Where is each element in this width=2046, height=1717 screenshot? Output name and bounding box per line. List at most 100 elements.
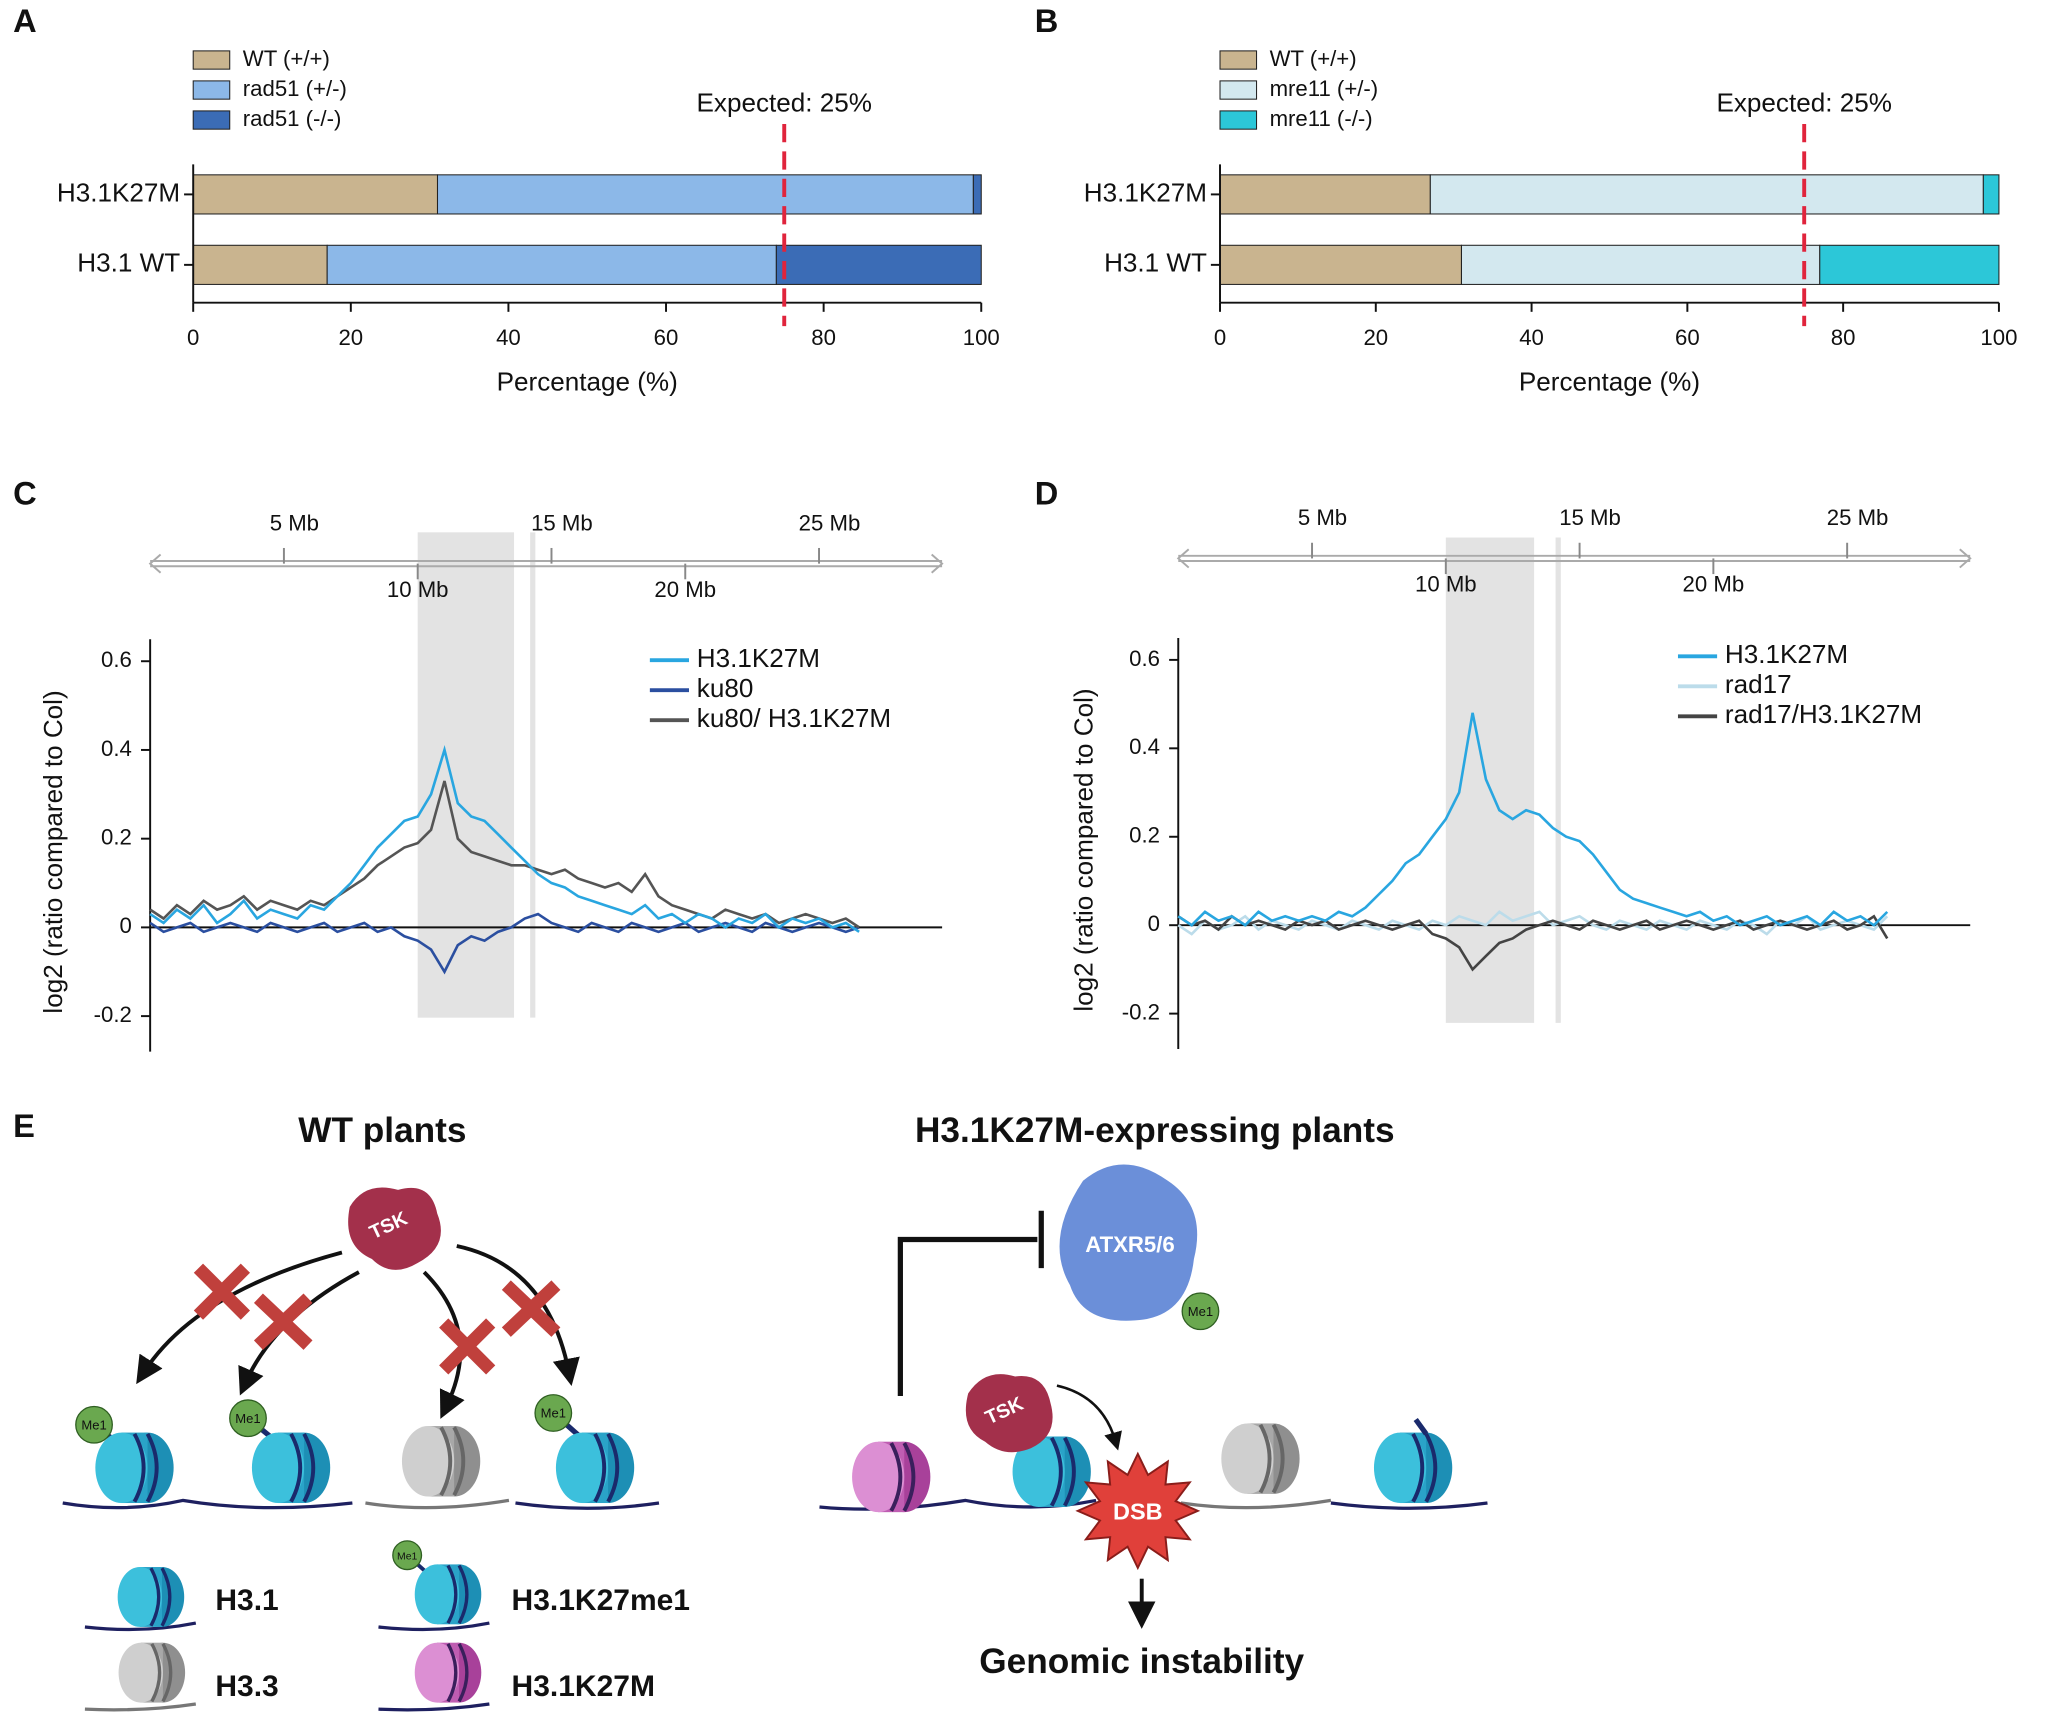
ruler — [1176, 548, 1972, 569]
x-tick-label: 20 — [338, 325, 363, 350]
ruler-label: 20 Mb — [654, 577, 716, 602]
y-tick-label: 0 — [120, 913, 132, 938]
bar-segment — [1460, 244, 1821, 285]
highlight-region — [1445, 537, 1535, 1023]
dna — [1330, 1501, 1488, 1510]
bar-segment — [775, 244, 982, 285]
ruler-label: 20 Mb — [1683, 572, 1745, 597]
category-label: H3.1K27M — [1084, 177, 1207, 207]
series-line — [1177, 914, 1889, 972]
nucleosome-legend: H3.1 Me1 H3.1K27me1 H3.3 H3.1K27M — [84, 1540, 690, 1712]
category-label: H3.1K27M — [57, 177, 180, 207]
dsb-star — [1075, 1451, 1201, 1571]
dna — [1180, 1498, 1332, 1510]
red-crosses — [193, 1263, 561, 1375]
me1: Me1 — [81, 1417, 106, 1432]
legend-swatch — [192, 80, 231, 100]
series-line — [149, 912, 860, 975]
right-title: H3.1K27M-expressing plants — [915, 1111, 1395, 1150]
outcome: Genomic instability — [979, 1642, 1304, 1681]
me1: Me1 — [1188, 1304, 1213, 1319]
legend-label: rad51 (-/-) — [243, 106, 342, 131]
dna — [62, 1498, 353, 1510]
annotation: Expected: 25% — [1716, 87, 1891, 117]
y-tick-label: -0.2 — [94, 1002, 132, 1027]
y-tick-label: 0.6 — [1129, 646, 1160, 671]
me1: Me1 — [397, 1551, 417, 1562]
legend-label: H3.1K27me1 — [512, 1584, 690, 1617]
legend-label: WT (+/+) — [243, 46, 330, 71]
bar-segment — [436, 174, 974, 215]
x-tick-label: 20 — [1363, 325, 1388, 350]
panel-label: B — [1035, 2, 1059, 39]
panel-label: C — [13, 474, 37, 511]
x-tick-label: 40 — [1519, 325, 1544, 350]
legend-label: H3.1K27M — [512, 1670, 655, 1703]
diagram: E WT plants H3.1K27M-expressing plants M… — [13, 1107, 1488, 1712]
panel-label: E — [13, 1107, 35, 1144]
x-tick-label: 80 — [811, 325, 836, 350]
inhibition — [897, 1210, 1044, 1397]
x-axis-label: Percentage (%) — [1519, 366, 1700, 396]
bar-segment — [192, 174, 439, 215]
x-tick-label: 60 — [1675, 325, 1700, 350]
series-line — [149, 745, 860, 933]
ruler-label: 15 Mb — [1559, 505, 1621, 530]
y-tick-label: 0.2 — [1129, 823, 1160, 848]
dna — [515, 1501, 660, 1510]
y-axis-label: log2 (ratio compared to Col) — [1069, 688, 1099, 1011]
series-line — [149, 780, 860, 929]
y-tick-label: 0.6 — [101, 647, 132, 672]
bar-segment — [1429, 174, 1984, 215]
legend-swatch — [1219, 80, 1258, 100]
bar-segment — [972, 174, 982, 215]
category-label: H3.1 WT — [77, 248, 180, 278]
legend-label: mre11 (+/-) — [1270, 76, 1379, 101]
legend-swatch — [192, 50, 231, 70]
tsk: TSK — [348, 1187, 441, 1270]
y-tick-label: 0.2 — [101, 825, 132, 850]
legend-label: rad17/H3.1K27M — [1725, 699, 1922, 729]
ruler — [148, 553, 944, 574]
me1: Me1 — [235, 1411, 260, 1426]
dna — [365, 1498, 510, 1510]
y-tick-label: 0.4 — [101, 736, 132, 761]
bar-segment — [1982, 174, 2000, 215]
ruler-label: 25 Mb — [1827, 505, 1889, 530]
arrow — [1056, 1384, 1122, 1451]
legend-label: mre11 (-/-) — [1270, 106, 1373, 131]
ruler-label: 15 Mb — [531, 510, 593, 535]
dsb-label: DSB — [1113, 1499, 1163, 1525]
panel-label: D — [1035, 474, 1059, 511]
legend-label: H3.1K27M — [1725, 639, 1848, 669]
highlight-region — [417, 532, 515, 1018]
series-line — [1177, 712, 1889, 927]
legend-label: ku80/ H3.1K27M — [697, 703, 891, 733]
me1: Me1 — [541, 1406, 566, 1421]
ruler-label: 5 Mb — [270, 510, 319, 535]
bar-segment — [1219, 174, 1431, 215]
bar-segment — [1819, 244, 2000, 285]
series-line — [1177, 910, 1889, 936]
tsk: TSK — [965, 1374, 1053, 1453]
y-tick-label: 0.4 — [1129, 734, 1160, 759]
ruler-label: 5 Mb — [1298, 505, 1347, 530]
x-tick-label: 100 — [1980, 325, 2017, 350]
left-title: WT plants — [298, 1111, 466, 1150]
bar-segment — [1219, 244, 1462, 285]
x-tick-label: 40 — [496, 325, 521, 350]
y-tick-label: 0 — [1148, 911, 1160, 936]
x-tick-label: 100 — [963, 325, 1000, 350]
x-tick-label: 0 — [187, 325, 199, 350]
legend-label: H3.1 — [215, 1584, 278, 1617]
legend-label: rad17 — [1725, 669, 1792, 699]
category-label: H3.1 WT — [1104, 248, 1207, 278]
legend-label: WT (+/+) — [1270, 46, 1357, 71]
legend-label: H3.1K27M — [697, 643, 820, 673]
bar-segment — [192, 244, 328, 285]
ruler-label: 10 Mb — [1415, 572, 1477, 597]
x-tick-label: 80 — [1831, 325, 1856, 350]
ruler-label: 10 Mb — [387, 577, 449, 602]
legend-label: rad51 (+/-) — [243, 76, 347, 101]
